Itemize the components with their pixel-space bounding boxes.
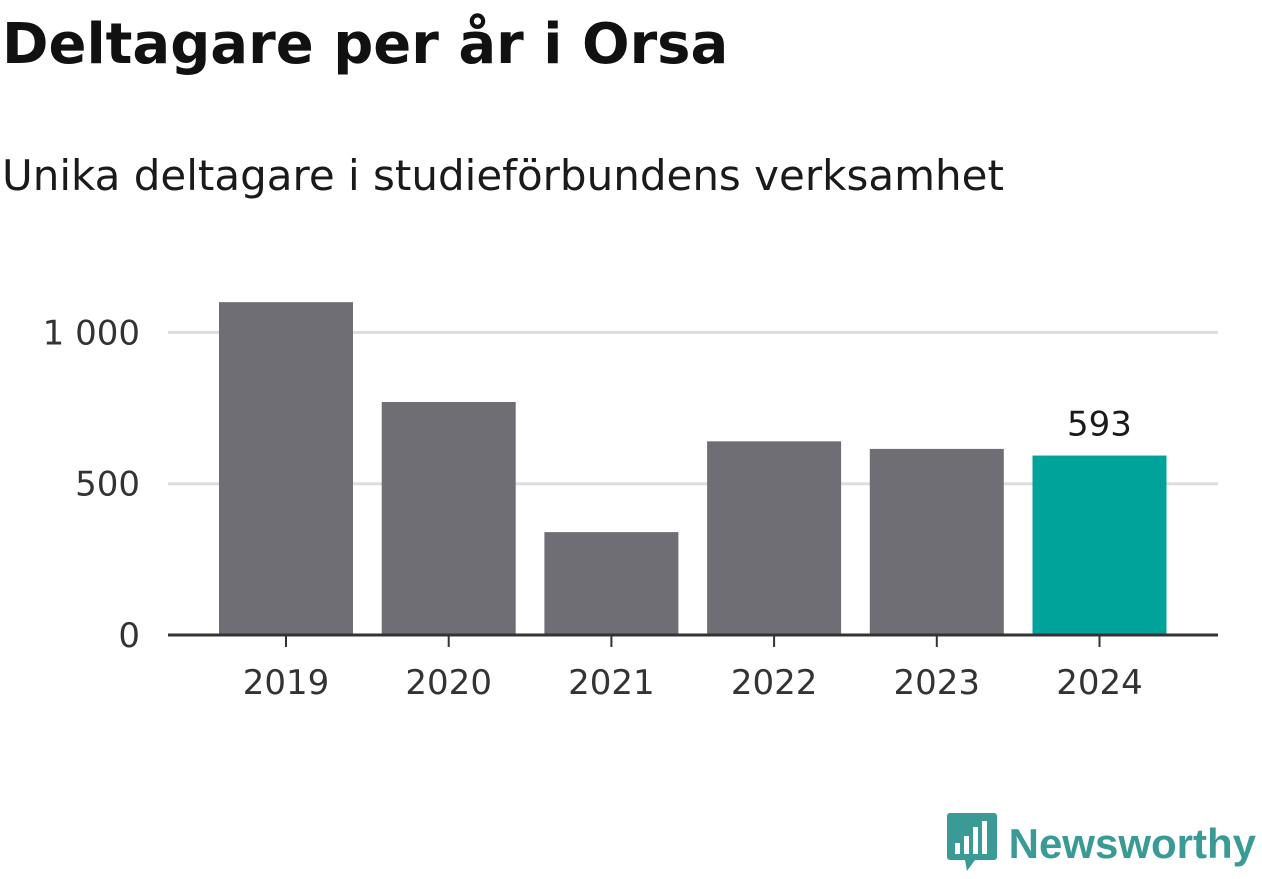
chart-subtitle: Unika deltagare i studieförbundens verks…	[2, 151, 1004, 200]
x-tick-label: 2023	[894, 663, 981, 703]
brand-name: Newsworthy	[1008, 820, 1256, 867]
x-tick-label: 2020	[405, 663, 492, 703]
bar-2019	[219, 302, 353, 635]
bar-chart-speech-bubble-icon	[946, 813, 997, 875]
y-tick-label: 500	[75, 465, 140, 505]
bar-2022	[707, 441, 842, 635]
chart-title: Deltagare per år i Orsa	[2, 12, 729, 77]
x-tick-label: 2022	[731, 663, 818, 703]
x-tick-label: 2021	[568, 663, 655, 703]
bar-2021	[544, 532, 679, 635]
y-tick-label: 0	[118, 616, 140, 656]
bar-2024	[1032, 455, 1167, 635]
brand-logo: Newsworthy	[946, 813, 1256, 875]
x-tick-label: 2024	[1056, 663, 1143, 703]
y-tick-label: 1 000	[43, 313, 140, 353]
x-tick-label: 2019	[243, 663, 330, 703]
bar-2023	[869, 448, 1004, 635]
bar-2020	[381, 401, 516, 635]
data-label: 593	[1067, 405, 1132, 445]
